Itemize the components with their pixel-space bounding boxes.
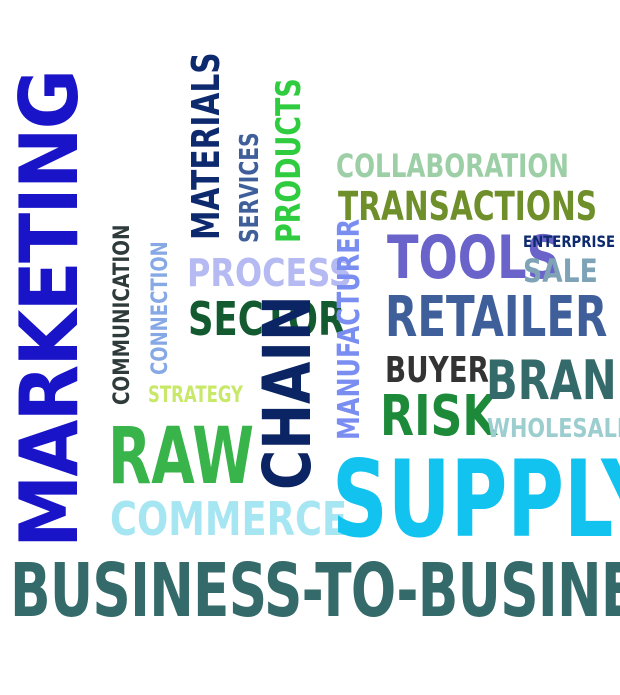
word-collaboration: COLLABORATION [336,147,569,185]
word-retailer: RETAILER [385,285,608,350]
word-brand: BRAND [486,349,620,412]
word-process: PROCESS [187,251,352,295]
word-business-to-business: BUSINESS-TO-BUSINESS [10,548,620,634]
word-sale: SALE [523,252,598,290]
word-supply: SUPPLY [332,438,620,561]
word-services: SERVICES [235,132,265,243]
word-marketing: MARKETING [3,70,96,548]
word-connection: CONNECTION [148,241,173,375]
word-chain: CHAIN [249,295,326,490]
word-transactions: TRANSACTIONS [338,184,598,230]
word-risk: RISK [380,384,497,449]
word-wholesaler: WHOLESALER [487,414,620,444]
word-manufacturer: MANUFACTURER [332,218,367,440]
word-strategy: STRATEGY [148,383,243,408]
word-enterprise: ENTERPRISE [523,232,616,251]
word-commerce: COMMERCE [110,492,348,546]
word-materials: MATERIALS [184,52,228,240]
word-communication: COMMUNICATION [110,224,135,405]
word-tools: TOOLS [387,223,560,293]
word-products: PRODUCTS [269,78,309,243]
word-raw: RAW [108,412,255,502]
word-sector: SECTOR [188,292,346,346]
word-buyer: BUYER [385,350,489,391]
